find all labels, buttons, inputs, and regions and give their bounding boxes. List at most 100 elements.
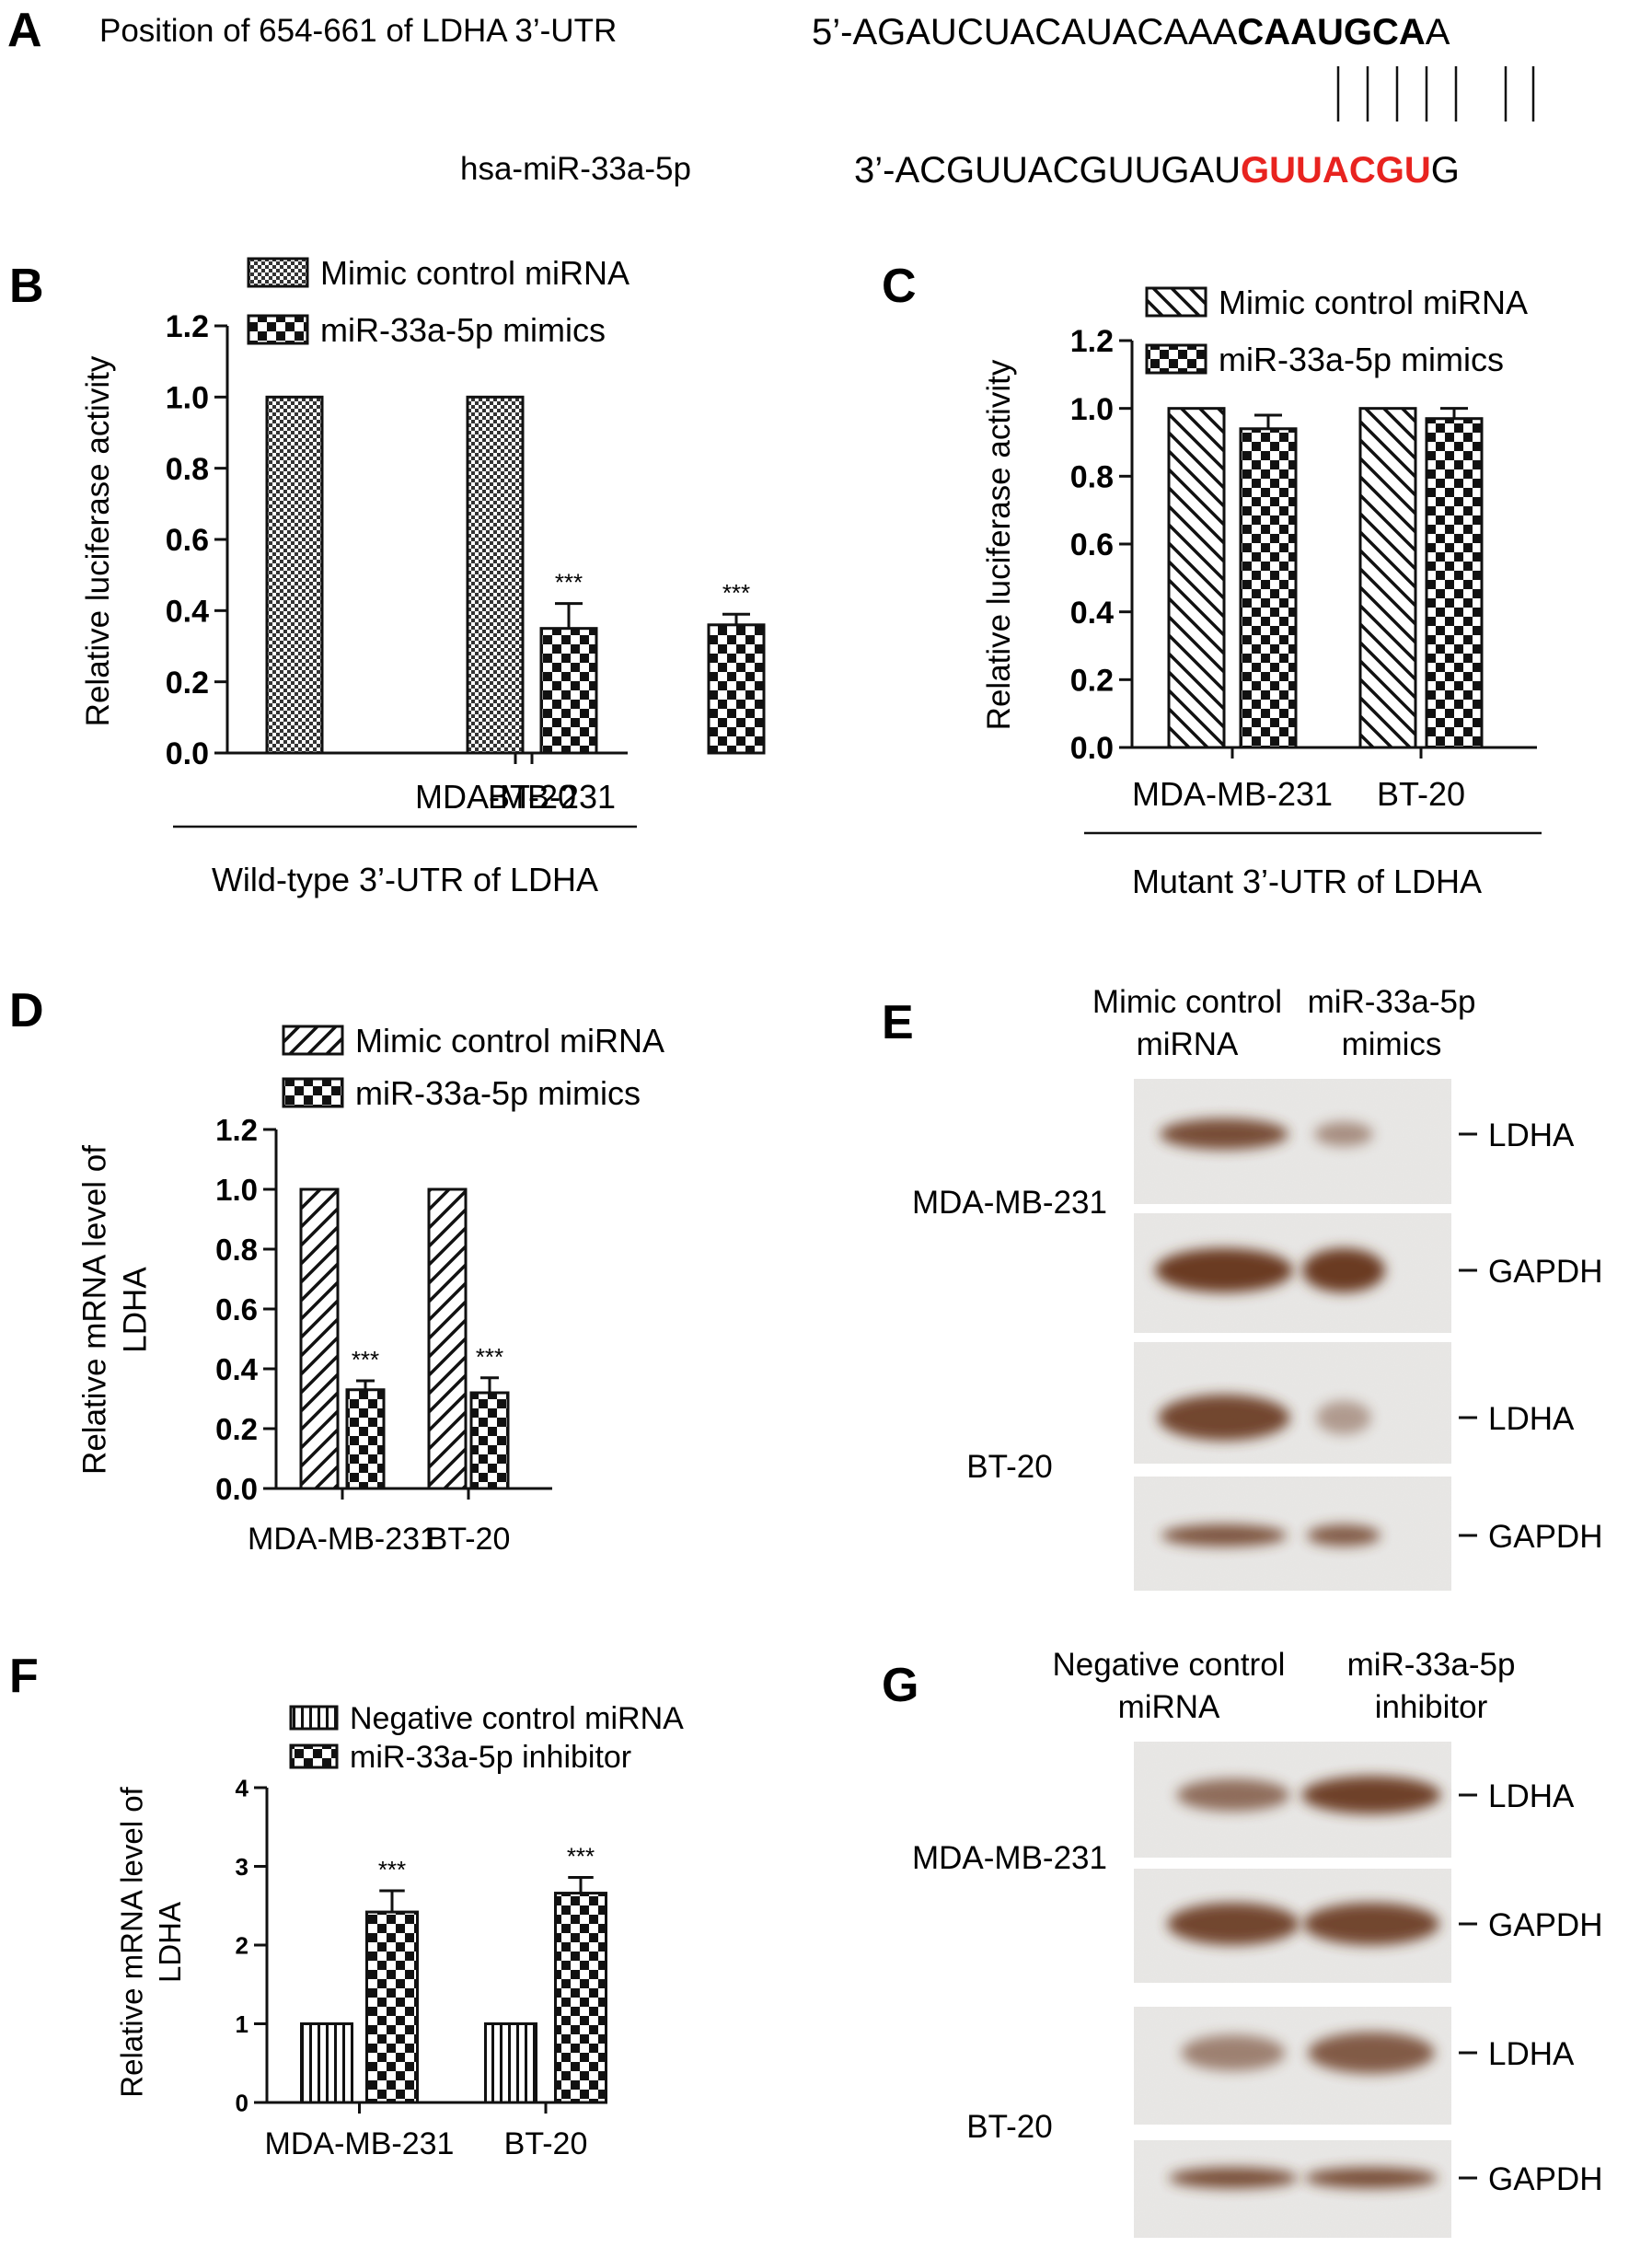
band-label: LDHA [1488,1401,1575,1437]
blot-band [1302,1902,1440,1946]
panel-letter-c: C [882,260,917,313]
blot-column-header: miR-33a-5p inhibitor [1347,1647,1516,1725]
y-axis-label: Relative mRNA level of LDHA [77,1145,154,1475]
bar-charts: B 0.0 0.2 0.4 0.6 0.8 1.0 1.2 Relative luciferas… [9,254,1542,2161]
y-tick-label: 0.2 [215,1412,258,1446]
blot-column-header: miR-33a-5p mimics [1308,984,1476,1062]
legend-swatch [282,1077,344,1108]
bar [707,623,766,755]
band-label: GAPDH [1488,1519,1602,1555]
legend-label: miR-33a-5p inhibitor [350,1740,631,1775]
base-pair-lines [1336,66,1535,122]
y-tick-label: 0.6 [1070,527,1114,562]
y-axis-label-line: Relative luciferase activity [981,359,1017,730]
blot-column-header: Mimic control miRNA [1092,984,1282,1062]
mirna-name-label: hsa-miR-33a-5p [460,151,691,187]
legend-label: Mimic control miRNA [355,1022,664,1060]
blot-band [1169,2167,1298,2189]
panel-letter-d: D [9,984,44,1037]
band-label: GAPDH [1488,1907,1602,1943]
blot-column-header-line: miRNA [1118,1689,1220,1725]
blot-band [1301,1776,1441,1814]
y-tick-label: 0 [236,2089,248,2116]
bar [1167,407,1226,749]
band-label: LDHA [1488,1778,1575,1814]
panel-a: A Position of 654-661 of LDHA 3’-UTR hsa… [7,4,1535,191]
legend-label: Negative control miRNA [350,1701,684,1736]
panel-letter-f: F [9,1650,39,1703]
y-tick-label: 1.0 [215,1173,258,1207]
blot-band [1314,1121,1373,1147]
bar [469,1391,510,1490]
cell-line-label: MDA-MB-231 [912,1840,1107,1876]
x-tick-label: MDA-MB-231 [415,778,616,816]
blot-band [1181,2034,1286,2071]
legend-label: miR-33a-5p mimics [320,311,606,349]
y-tick-label: 1.0 [1070,392,1114,427]
y-tick-label: 2 [236,1931,248,1959]
significance-marker: *** [555,569,583,596]
blot-band [1308,2032,1435,2074]
bar [466,395,525,755]
y-tick-label: 0.0 [215,1472,258,1506]
blot-column-header: Negative control miRNA [1053,1647,1286,1725]
legend-label: Mimic control miRNA [320,254,630,292]
blot-column-header-line: inhibitor [1375,1689,1488,1725]
y-tick-label: 1.2 [215,1113,258,1147]
blot-strip: LDHA [1134,1079,1575,1204]
x-tick-label: BT-20 [488,778,576,816]
chart-panel-d: D 0.0 0.2 0.4 0.6 0.8 1.0 1.2 Relative mRNA leve… [9,984,664,1557]
x-tick-label: BT-20 [504,2126,588,2161]
bar [345,1388,386,1490]
blot-band [1160,1118,1288,1150]
x-axis-label: Wild-type 3’-UTR of LDHA [212,861,598,898]
x-tick-label: BT-20 [1377,775,1465,813]
utr-sequence: 5’-AGAUCUACAUACAAACAAUGCAA [812,12,1450,52]
blot-strip: GAPDH [1134,2140,1602,2238]
utr-prefix: 5’-AGAUCUACAUACAAA [812,12,1238,52]
chart-panel-c: C 0.0 0.2 0.4 0.6 0.8 1.0 1.2 Relative luciferas… [882,260,1542,900]
y-tick-label: 0.2 [1070,664,1114,699]
y-axis-label-line: LDHA [153,1902,187,1983]
blot-texture [1134,2140,1451,2238]
blot-strip: LDHA [1134,1342,1575,1464]
bar [1239,427,1298,749]
y-tick-label: 1.2 [1070,324,1114,359]
blot-band [1161,1524,1288,1546]
bar [265,395,324,755]
panel-letter-e: E [882,996,914,1049]
band-label: GAPDH [1488,1254,1602,1290]
y-tick-label: 0.2 [166,666,209,701]
position-label: Position of 654-661 of LDHA 3’-UTR [99,13,617,49]
blot-column-header-line: Mimic control [1092,984,1282,1020]
cell-line-label: MDA-MB-231 [912,1185,1107,1221]
chart-panel-b: B 0.0 0.2 0.4 0.6 0.8 1.0 1.2 Relative luciferas… [9,254,766,898]
bar [539,627,598,755]
blot-column-header-line: miRNA [1137,1026,1239,1062]
legend-swatch [1145,343,1207,375]
blot-strip: LDHA [1134,2007,1575,2125]
y-tick-label: 4 [236,1774,249,1801]
legend-label: Mimic control miRNA [1219,284,1528,321]
y-tick-label: 0.8 [166,452,209,487]
legend-swatch [1145,286,1207,318]
mirna-seed: GUUACGU [1241,150,1431,191]
bar [300,2022,353,2104]
bar [484,2022,537,2104]
blot-band [1316,1400,1371,1435]
bar [554,1892,607,2104]
blot-band [1304,2167,1438,2189]
panel-letter-g: G [882,1659,918,1712]
y-axis-label: Relative mRNA level of LDHA [115,1786,187,2097]
western-blot-g: G Negative control miRNA miR-33a-5p inhibito… [882,1647,1602,2238]
legend-swatch [247,257,309,288]
band-label: LDHA [1488,2036,1575,2072]
blot-band [1176,1778,1290,1812]
y-tick-label: 0.4 [215,1352,259,1386]
blot-band [1302,1248,1385,1292]
legend-label: miR-33a-5p mimics [1219,341,1504,378]
band-label: LDHA [1488,1118,1575,1153]
y-tick-label: 1.2 [166,309,209,344]
